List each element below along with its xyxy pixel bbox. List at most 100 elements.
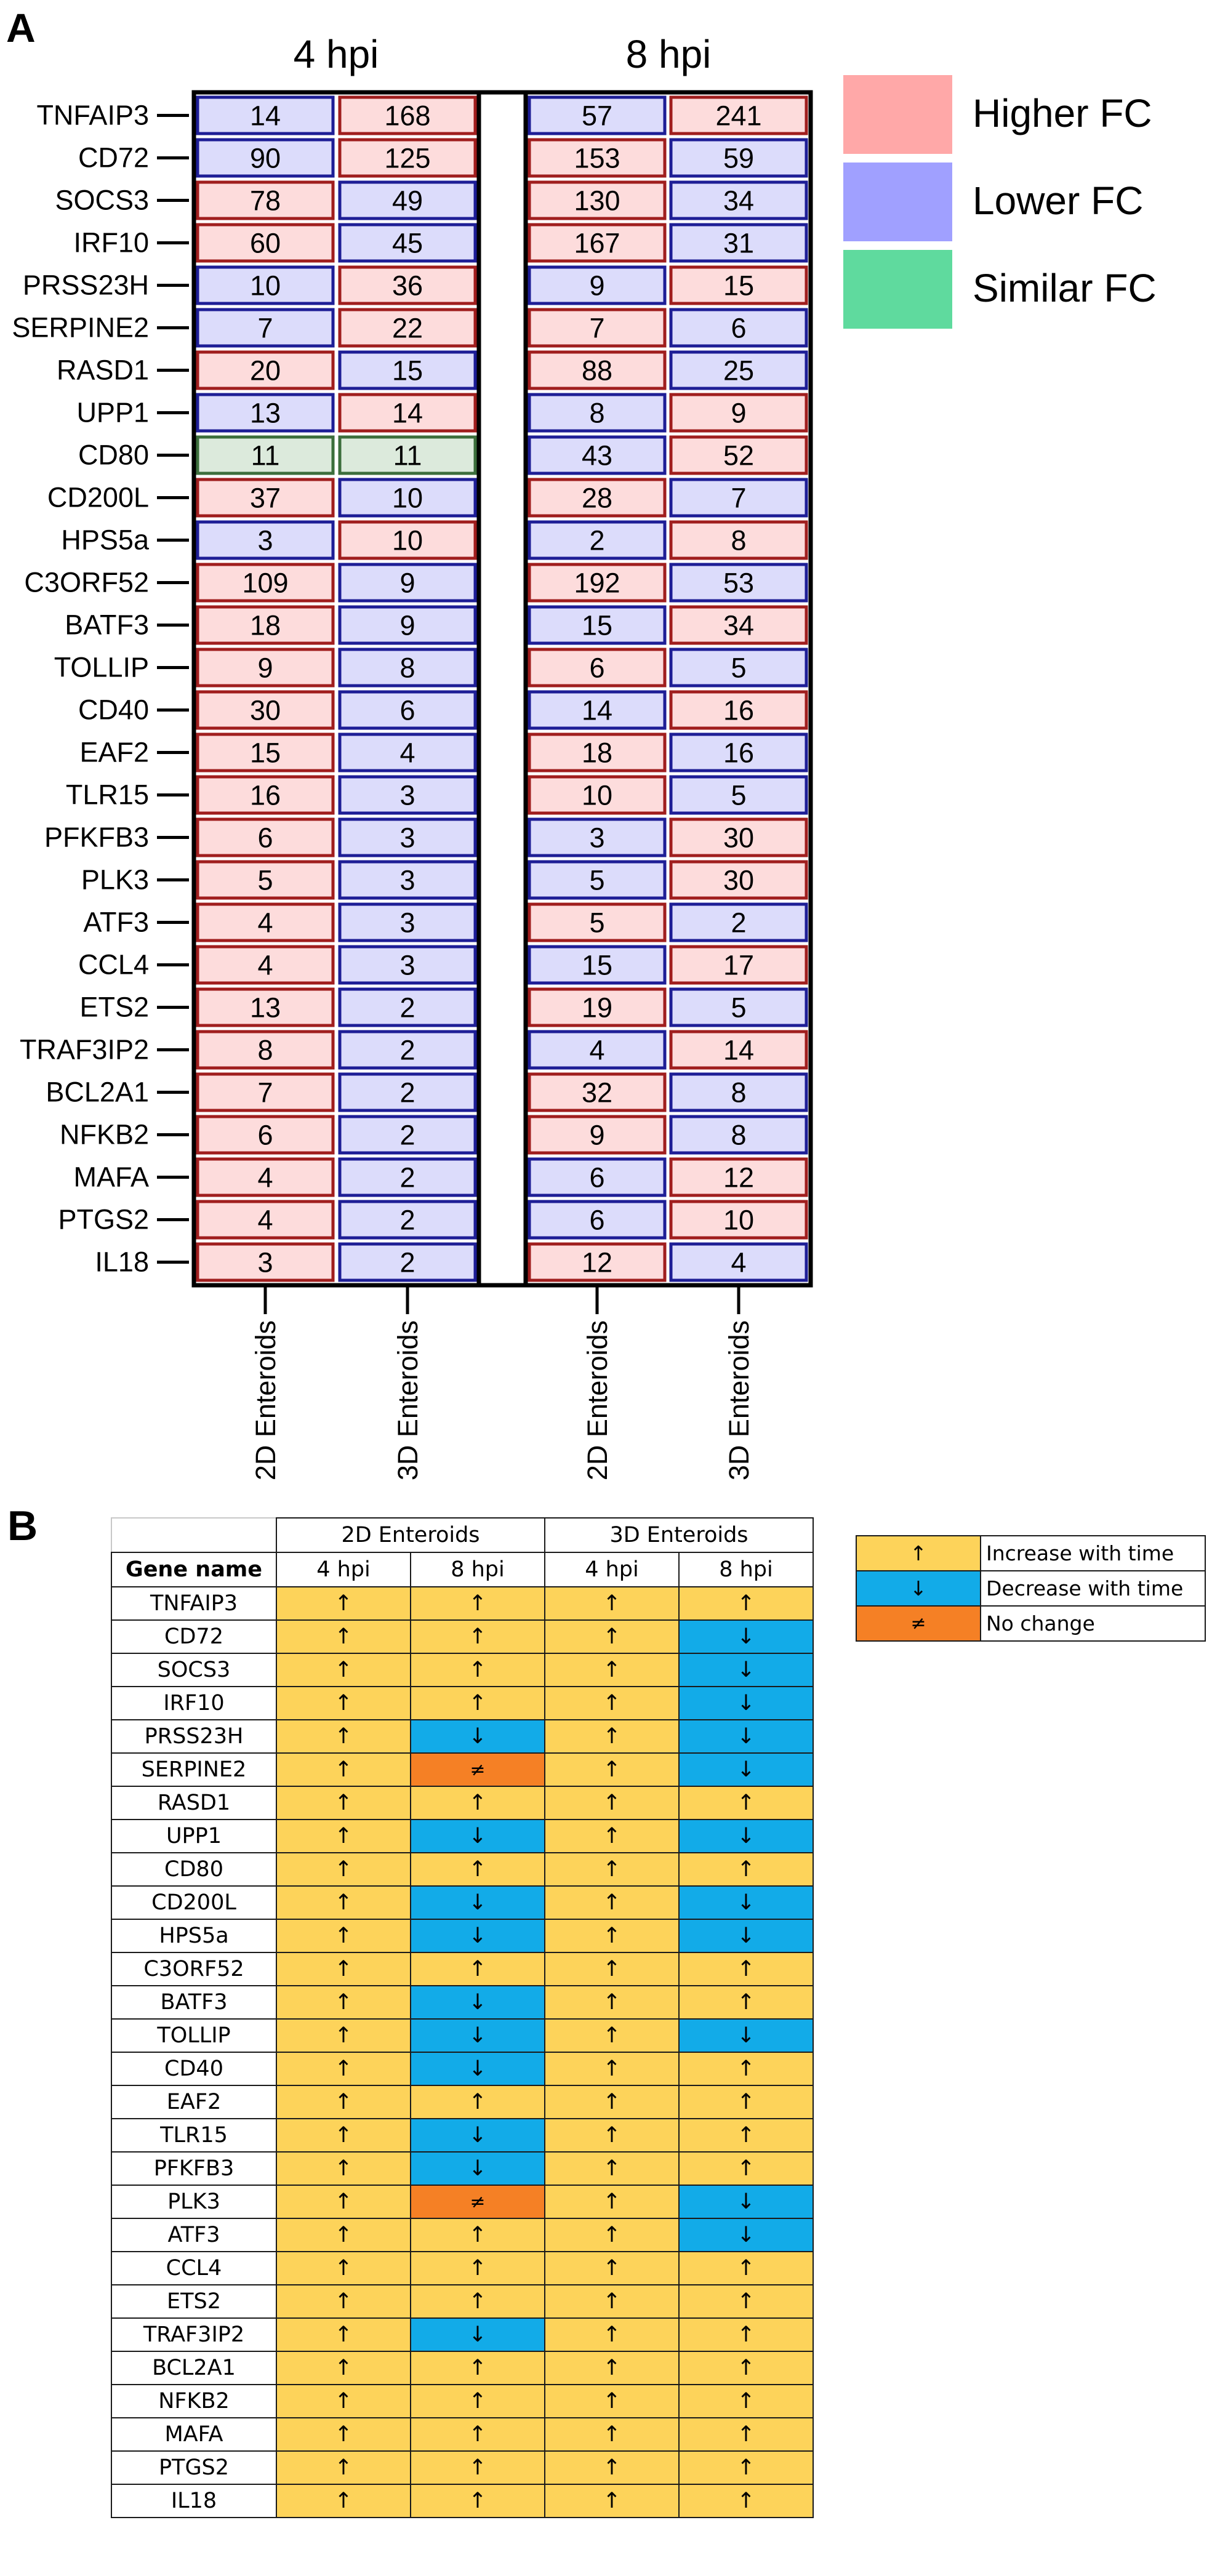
table-row: PLK3 ↑ ≠ ↑ ↓ — [111, 2185, 814, 2219]
heatmap-cell — [196, 1157, 335, 1197]
table-row: TRAF3IP2 ↑ ↓ ↑ ↑ — [111, 2317, 814, 2352]
gene-name-cell: CCL4 — [111, 2251, 277, 2285]
cell-value: 52 — [723, 440, 754, 471]
trend-cell-2d-4hpi: ↑ — [276, 1586, 411, 1621]
trend-cell-2d-4hpi: ↑ — [276, 1653, 411, 1687]
cell-value: 3 — [399, 780, 415, 811]
gene-label-cd200l: CD200L — [47, 482, 149, 513]
cell-value: 30 — [250, 695, 281, 726]
heatmap-cell — [196, 308, 335, 348]
gene-label-nfkb2: NFKB2 — [60, 1119, 149, 1150]
gene-label-il18: IL18 — [95, 1246, 149, 1278]
heatmap-cell — [669, 690, 808, 730]
cell-value: 9 — [257, 652, 273, 684]
cell-value: 2 — [731, 907, 746, 939]
trend-cell-2d-4hpi: ↑ — [276, 2317, 411, 2352]
heatmap-cell — [196, 520, 335, 560]
cell-value: 10 — [723, 1205, 754, 1236]
legend-row: ≠ No change — [856, 1605, 1206, 1642]
heatmap-cell — [338, 1200, 477, 1240]
trend-cell-3d-8hpi: ↑ — [678, 1586, 814, 1621]
gene-name-cell: CD80 — [111, 1852, 277, 1887]
cell-value: 4 — [257, 1162, 273, 1194]
trend-cell-3d-8hpi: ↑ — [678, 2118, 814, 2153]
cell-value: 12 — [582, 1247, 612, 1278]
cell-value: 15 — [250, 737, 281, 769]
table-row: CD72 ↑ ↑ ↑ ↓ — [111, 1619, 814, 1654]
trend-cell-2d-4hpi: ↑ — [276, 2251, 411, 2285]
cell-value: 14 — [723, 1035, 754, 1066]
time-header-2d-4hpi: 4 hpi — [276, 1552, 411, 1587]
table-row: CCL4 ↑ ↑ ↑ ↑ — [111, 2251, 814, 2285]
legend-label: No change — [980, 1605, 1206, 1642]
gene-name-cell: CD200L — [111, 1885, 277, 1920]
trend-cell-2d-8hpi: ↑ — [410, 1852, 545, 1887]
gene-name-cell: IL18 — [111, 2484, 277, 2518]
table-row: IRF10 ↑ ↑ ↑ ↓ — [111, 1686, 814, 1720]
heatmap-cell — [528, 223, 667, 263]
panel-a-heatmap: A TNFAIP3 CD72 SOCS3 IRF10 PRSS23H SERPINE2 RAS… — [6, 5, 1157, 1480]
legend-label: Decrease with time — [980, 1570, 1206, 1607]
gene-name-cell: TLR15 — [111, 2118, 277, 2153]
blank-corner-cell — [111, 1517, 277, 1553]
heatmap-cell — [196, 350, 335, 390]
heatmap-cell — [669, 138, 808, 178]
heatmap-cell — [196, 435, 335, 475]
trend-cell-3d-8hpi: ↑ — [678, 1985, 814, 2020]
cell-value: 9 — [399, 610, 415, 641]
heatmap-cell — [669, 605, 808, 645]
time-trend-table: 2D Enteroids 3D Enteroids Gene name 4 hp… — [111, 1517, 814, 2518]
panel-b-letter: B — [7, 1503, 38, 1549]
cell-value: 78 — [250, 185, 281, 217]
heatmap-cell — [196, 1072, 335, 1112]
heatmap-cell — [528, 648, 667, 688]
heatmap-cell — [669, 435, 808, 475]
legend-swatch-inc: ↑ — [856, 1535, 981, 1571]
trend-cell-2d-4hpi: ↑ — [276, 2118, 411, 2153]
trend-cell-2d-8hpi: ↑ — [410, 2218, 545, 2252]
heatmap-cell — [669, 393, 808, 433]
cell-value: 18 — [582, 737, 612, 769]
heatmap-cell — [669, 95, 808, 135]
cell-value: 4 — [257, 950, 273, 981]
trend-cell-2d-4hpi: ↑ — [276, 2484, 411, 2518]
cell-value: 192 — [574, 568, 620, 599]
cell-value: 15 — [582, 610, 612, 641]
cell-value: 32 — [582, 1077, 612, 1109]
cell-value: 37 — [250, 483, 281, 514]
trend-cell-3d-4hpi: ↑ — [544, 1619, 680, 1654]
trend-cell-2d-4hpi: ↑ — [276, 1819, 411, 1853]
trend-cell-3d-4hpi: ↑ — [544, 1852, 680, 1887]
table-row: EAF2 ↑ ↑ ↑ ↑ — [111, 2085, 814, 2119]
heatmap-cell — [196, 648, 335, 688]
heatmap-cell — [669, 860, 808, 900]
cell-value: 8 — [731, 1120, 746, 1151]
heatmap-cell — [196, 223, 335, 263]
trend-cell-2d-4hpi: ↑ — [276, 1885, 411, 1920]
trend-cell-3d-8hpi: ↑ — [678, 2351, 814, 2385]
group-header-row: 2D Enteroids 3D Enteroids — [111, 1517, 814, 1553]
cell-value: 125 — [384, 143, 430, 174]
heatmap-cell — [528, 775, 667, 815]
column-label: 3D Enteroids — [723, 1320, 755, 1480]
cell-value: 5 — [589, 865, 604, 896]
cell-value: 15 — [392, 355, 423, 387]
heatmap-cell — [669, 902, 808, 942]
gene-name-cell: BCL2A1 — [111, 2351, 277, 2385]
trend-cell-2d-8hpi: ↑ — [410, 2384, 545, 2418]
trend-cell-2d-4hpi: ↑ — [276, 2085, 411, 2119]
table-row: SOCS3 ↑ ↑ ↑ ↓ — [111, 1653, 814, 1687]
heatmap-cell — [196, 1200, 335, 1240]
cell-value: 8 — [257, 1035, 273, 1066]
trend-cell-3d-4hpi: ↑ — [544, 1719, 680, 1754]
cell-value: 20 — [250, 355, 281, 387]
cell-value: 2 — [399, 1205, 415, 1236]
cell-value: 90 — [250, 143, 281, 174]
heatmap-cell — [338, 605, 477, 645]
cell-value: 45 — [392, 228, 423, 259]
heatmap-cell — [669, 1072, 808, 1112]
heatmap-cell — [528, 945, 667, 985]
heatmap-cell — [528, 308, 667, 348]
gene-label-rasd1: RASD1 — [57, 355, 149, 386]
cell-value: 14 — [392, 398, 423, 429]
